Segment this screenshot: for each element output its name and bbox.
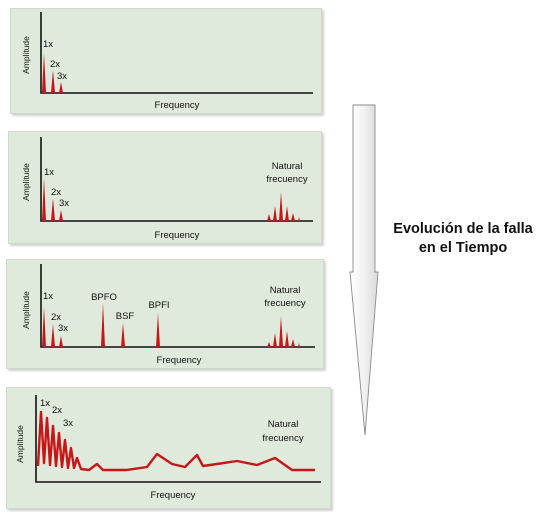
spectrum-panel-stage-1: Amplitude Frequency 1x 2x 3x xyxy=(10,8,322,114)
natural-frequency-label-line2: frecuency xyxy=(266,174,307,185)
harmonic-peak-1x xyxy=(42,53,46,93)
down-arrow-icon xyxy=(349,104,379,436)
bpfi-label: BPFI xyxy=(148,300,169,311)
harmonic-label-2x: 2x xyxy=(51,312,61,323)
y-axis-label: Amplitude xyxy=(15,425,25,463)
bsf-label: BSF xyxy=(116,311,135,322)
y-axis-label: Amplitude xyxy=(21,291,31,329)
bpfo-label: BPFO xyxy=(91,292,117,303)
natural-frequency-label-line2: frecuency xyxy=(264,298,305,309)
harmonic-label-1x: 1x xyxy=(40,398,50,409)
natural-frequency-label-line1: Natural xyxy=(272,161,303,172)
spectrum-panel-stage-2: Amplitude Frequency 1x 2x 3x Natural fre… xyxy=(8,131,322,244)
natural-frequency-label-line1: Natural xyxy=(268,419,299,430)
harmonic-label-3x: 3x xyxy=(57,71,67,82)
spectrum-chart-stage-3: Amplitude Frequency 1x 2x 3x BPFO BSF BP… xyxy=(21,264,315,366)
bpfi-peak xyxy=(156,313,160,347)
harmonic-peak-3x xyxy=(59,336,63,347)
x-axis-label: Frequency xyxy=(151,490,196,501)
harmonic-label-1x: 1x xyxy=(43,39,53,50)
harmonic-peak-1x xyxy=(42,178,46,221)
y-axis-label: Amplitude xyxy=(21,36,31,74)
chart-axes xyxy=(40,12,313,94)
spectrum-panel-stage-3: Amplitude Frequency 1x 2x 3x BPFO BSF BP… xyxy=(6,259,324,369)
natural-frequency-peaks xyxy=(267,316,300,347)
harmonic-peak-1x xyxy=(42,307,46,347)
harmonic-peak-2x xyxy=(51,198,55,221)
harmonic-label-3x: 3x xyxy=(58,323,68,334)
harmonic-label-2x: 2x xyxy=(51,187,61,198)
chart-axes xyxy=(40,137,313,222)
natural-frequency-label-line2: frecuency xyxy=(262,433,303,444)
harmonic-peak-2x xyxy=(51,70,55,93)
x-axis-label: Frequency xyxy=(155,100,200,111)
harmonic-label-2x: 2x xyxy=(52,405,62,416)
harmonic-label-2x: 2x xyxy=(50,59,60,70)
y-axis-label: Amplitude xyxy=(21,163,31,201)
spectrum-panel-stage-4: Amplitude Frequency 1x 2x 3x Natural fre… xyxy=(6,387,331,509)
harmonic-label-1x: 1x xyxy=(44,167,54,178)
spectrum-chart-stage-1: Amplitude Frequency 1x 2x 3x xyxy=(21,12,313,111)
spectrum-chart-stage-4: Amplitude Frequency 1x 2x 3x Natural fre… xyxy=(15,395,321,501)
harmonic-label-1x: 1x xyxy=(43,291,53,302)
degraded-spectrum-trace xyxy=(36,410,315,472)
bsf-peak xyxy=(121,323,125,347)
x-axis-label: Frequency xyxy=(155,230,200,241)
harmonic-label-3x: 3x xyxy=(59,198,69,209)
chart-axes xyxy=(40,264,315,348)
natural-frequency-peaks xyxy=(267,192,300,221)
caption-line-2: en el Tiempo xyxy=(418,240,508,256)
chart-axes xyxy=(35,395,321,483)
time-evolution-caption: Evolución de la falla en el Tiempo xyxy=(378,220,548,258)
x-axis-label: Frequency xyxy=(157,355,202,366)
harmonic-peak-2x xyxy=(51,324,55,347)
spectrum-chart-stage-2: Amplitude Frequency 1x 2x 3x Natural fre… xyxy=(21,137,313,241)
caption-line-1: Evolución de la falla xyxy=(393,221,533,237)
natural-frequency-label-line1: Natural xyxy=(270,285,301,296)
harmonic-peak-3x xyxy=(59,82,63,93)
harmonic-label-3x: 3x xyxy=(63,418,73,429)
bpfo-peak xyxy=(101,303,105,347)
harmonic-peak-3x xyxy=(59,210,63,221)
